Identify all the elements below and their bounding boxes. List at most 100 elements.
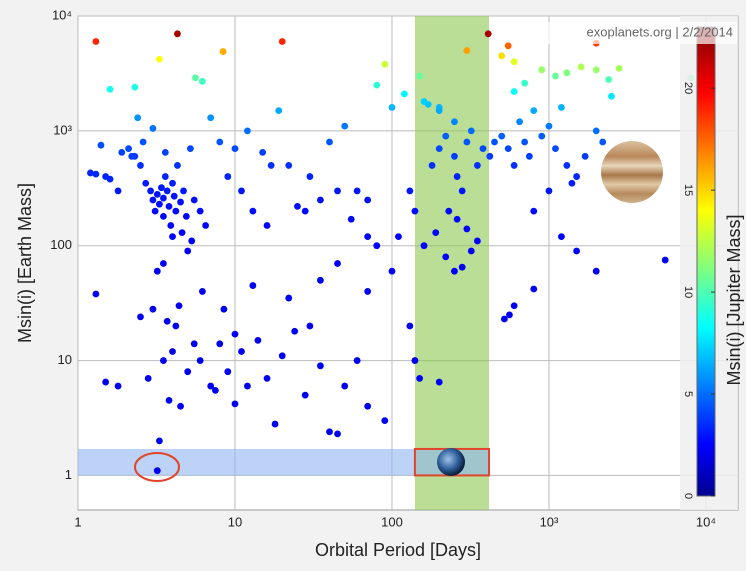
point — [158, 184, 165, 191]
point — [381, 61, 388, 68]
point — [605, 76, 612, 83]
point — [436, 145, 443, 152]
point — [474, 238, 481, 245]
point — [538, 133, 545, 140]
point — [162, 173, 169, 180]
point — [115, 383, 122, 390]
point — [137, 162, 144, 169]
region — [78, 449, 489, 475]
colorbar-tick-label: 15 — [682, 184, 694, 196]
point — [341, 383, 348, 390]
point — [354, 357, 361, 364]
point — [451, 268, 458, 275]
point — [244, 383, 251, 390]
point — [154, 467, 161, 474]
point — [306, 323, 313, 330]
point — [212, 387, 219, 394]
point — [137, 313, 144, 320]
point — [552, 145, 559, 152]
y-axis-label: Msin(i) [Earth Mass] — [15, 183, 35, 343]
colorbar-tick-label: 5 — [682, 391, 694, 397]
point — [232, 331, 239, 338]
point — [530, 208, 537, 215]
point — [164, 188, 171, 195]
point — [183, 213, 190, 220]
point — [526, 153, 533, 160]
y-tick-label: 10 — [58, 352, 72, 367]
point — [354, 188, 361, 195]
point — [118, 149, 125, 156]
point — [429, 162, 436, 169]
point — [279, 352, 286, 359]
point — [176, 302, 183, 309]
x-tick-label: 10³ — [540, 514, 559, 529]
point — [224, 368, 231, 375]
point — [582, 153, 589, 160]
point — [197, 208, 204, 215]
point — [521, 80, 528, 87]
point — [232, 400, 239, 407]
chart: 05101520 exoplanets.org | 2/2/2014 Orbit… — [0, 0, 746, 571]
point — [169, 348, 176, 355]
point — [511, 162, 518, 169]
earth-image — [437, 448, 465, 476]
point — [166, 203, 173, 210]
point — [302, 208, 309, 215]
point — [563, 69, 570, 76]
point — [264, 375, 271, 382]
point — [416, 73, 423, 80]
x-tick-label: 100 — [381, 514, 403, 529]
point — [491, 139, 498, 146]
point — [459, 264, 466, 271]
point — [177, 199, 184, 206]
point — [511, 88, 518, 95]
point — [179, 229, 186, 236]
point — [593, 268, 600, 275]
point — [180, 188, 187, 195]
point — [317, 277, 324, 284]
y-tick-label: 1 — [65, 467, 72, 482]
point — [154, 191, 161, 198]
point — [216, 139, 223, 146]
point — [238, 348, 245, 355]
point — [199, 288, 206, 295]
point — [224, 173, 231, 180]
point — [291, 328, 298, 335]
annotation: exoplanets.org | 2/2/2014 — [587, 24, 734, 39]
point — [480, 145, 487, 152]
point — [98, 142, 105, 149]
point — [202, 222, 209, 229]
y-tick-label: 10⁴ — [52, 7, 72, 22]
point — [164, 318, 171, 325]
point — [249, 282, 256, 289]
point — [169, 180, 176, 187]
point — [521, 139, 528, 146]
point — [389, 104, 396, 111]
point — [232, 145, 239, 152]
x-tick-label: 10⁴ — [696, 514, 716, 529]
point — [432, 229, 439, 236]
point — [147, 188, 154, 195]
point — [505, 42, 512, 49]
point — [348, 216, 355, 223]
point — [150, 125, 157, 132]
point — [160, 260, 167, 267]
y-tick-label: 10³ — [53, 122, 72, 137]
point — [364, 403, 371, 410]
point — [463, 47, 470, 54]
point — [341, 123, 348, 130]
point — [395, 233, 402, 240]
point — [558, 233, 565, 240]
point — [221, 306, 228, 313]
point — [249, 208, 256, 215]
point — [268, 162, 275, 169]
colorbar-tick-label: 0 — [682, 493, 694, 499]
point — [199, 78, 206, 85]
point — [174, 162, 181, 169]
point — [498, 52, 505, 59]
point — [255, 337, 262, 344]
point — [593, 66, 600, 73]
point — [145, 375, 152, 382]
point — [442, 253, 449, 260]
point — [569, 180, 576, 187]
